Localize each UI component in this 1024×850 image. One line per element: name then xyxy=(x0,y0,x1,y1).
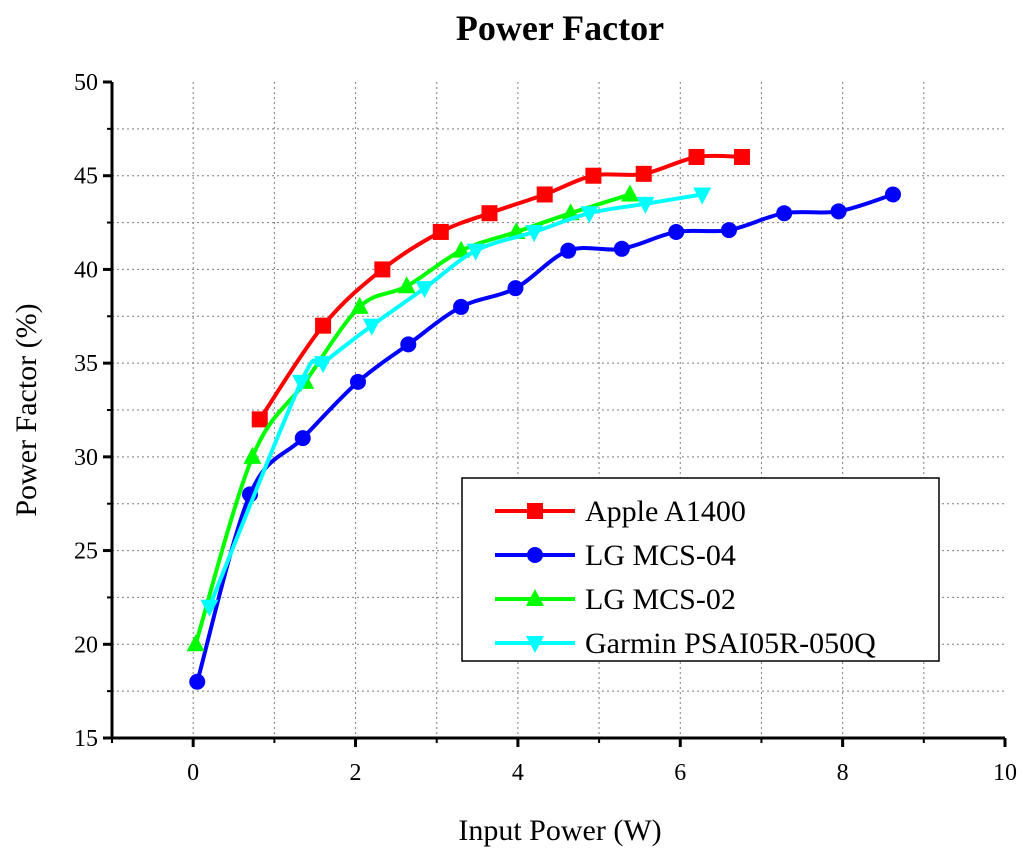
legend-marker xyxy=(527,503,543,519)
y-tick-label: 35 xyxy=(74,351,98,377)
data-point xyxy=(200,599,219,617)
legend-item: Apple A1400 xyxy=(495,495,746,528)
x-axis-label: Input Power (W) xyxy=(458,814,661,847)
x-tick-label: 10 xyxy=(993,760,1017,786)
data-point xyxy=(585,167,602,184)
x-tick-label: 0 xyxy=(187,760,199,786)
data-point xyxy=(292,374,311,392)
legend-marker xyxy=(526,636,544,653)
data-point xyxy=(315,317,332,334)
data-point xyxy=(536,186,553,203)
data-point xyxy=(776,205,793,222)
data-point xyxy=(350,296,369,314)
data-point xyxy=(620,184,639,202)
y-tick-label: 40 xyxy=(74,257,98,283)
legend-marker xyxy=(526,589,544,606)
data-point xyxy=(186,634,205,652)
data-point xyxy=(693,187,712,205)
legend-box xyxy=(461,477,940,662)
data-point xyxy=(830,203,847,220)
legend-item: LG MCS-04 xyxy=(495,539,736,572)
axes xyxy=(103,80,1007,747)
legend-label: LG MCS-04 xyxy=(585,539,736,572)
y-tick-label: 20 xyxy=(74,632,98,658)
data-point xyxy=(400,336,417,353)
y-tick-label: 50 xyxy=(74,70,98,96)
data-point xyxy=(415,281,434,299)
data-point xyxy=(481,205,498,222)
data-point xyxy=(251,411,268,428)
data-point xyxy=(466,243,485,261)
y-tick-label: 25 xyxy=(74,539,98,565)
series-3 xyxy=(200,187,712,617)
data-point xyxy=(294,430,311,447)
data-point xyxy=(720,222,737,239)
x-tick-label: 2 xyxy=(350,760,362,786)
tick-labels: 15 20 25 30 35 40 45 50 0 2 4 6 8 10 xyxy=(74,70,1017,786)
data-point xyxy=(525,224,544,242)
data-point xyxy=(243,446,262,464)
x-tick-label: 4 xyxy=(512,760,524,786)
data-point xyxy=(733,148,750,165)
data-point xyxy=(613,240,630,257)
legend-item: Garmin PSAI05R-050Q xyxy=(495,627,876,660)
data-point xyxy=(636,196,655,214)
data-point xyxy=(635,165,652,182)
legend-label: Garmin PSAI05R-050Q xyxy=(585,627,876,660)
data-point xyxy=(349,373,366,390)
data-point xyxy=(560,242,577,259)
data-point xyxy=(668,223,685,240)
data-point xyxy=(580,206,599,224)
legend-marker xyxy=(527,547,543,563)
data-point xyxy=(362,318,381,336)
y-tick-label: 30 xyxy=(74,445,98,471)
series-line xyxy=(257,153,744,422)
data-point xyxy=(374,261,391,278)
data-point xyxy=(432,223,449,240)
data-point xyxy=(453,298,470,315)
data-point xyxy=(884,186,901,203)
data-point xyxy=(397,276,416,294)
data-point xyxy=(314,356,333,374)
series-area xyxy=(186,148,901,690)
chart-title: Power Factor xyxy=(456,8,664,48)
y-tick-label: 15 xyxy=(74,726,98,752)
legend-label: LG MCS-02 xyxy=(585,583,736,616)
data-point xyxy=(189,673,206,690)
x-tick-label: 8 xyxy=(837,760,849,786)
data-point xyxy=(452,240,471,258)
data-point xyxy=(688,148,705,165)
y-tick-label: 45 xyxy=(74,164,98,190)
series-0 xyxy=(251,148,750,428)
data-point xyxy=(507,280,524,297)
x-tick-label: 6 xyxy=(674,760,686,786)
y-axis-label: Power Factor (%) xyxy=(10,303,43,516)
legend: Apple A1400 LG MCS-04 LG MCS-02 Garmin PSAI… xyxy=(461,477,940,662)
legend-label: Apple A1400 xyxy=(585,495,746,528)
legend-item: LG MCS-02 xyxy=(495,583,736,616)
